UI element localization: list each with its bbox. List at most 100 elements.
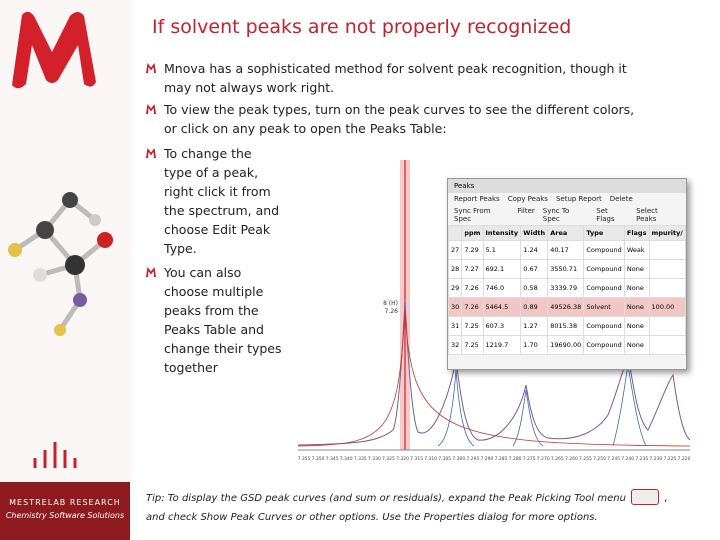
table-cell: 1219.7 [482,335,522,355]
table-cell: 5.1 [482,240,522,260]
axis-label: 7.320 [396,456,409,462]
table-cell: 28 [447,259,463,279]
axis-label: 7.235 [635,456,648,462]
table-cell: 746.0 [482,278,522,298]
table-cell [648,259,687,279]
toolbar: Sync From Spec Filter Sync To Spec Set Flag… [448,205,686,225]
table-cell: Compound [583,278,625,298]
table-cell: Compound [583,240,625,260]
tip-text: Tip: To display the GSD peak curves (and… [146,493,626,504]
table-cell: 0.89 [520,297,549,317]
axis-label: 7.280 [509,456,522,462]
toolbar: Report Peaks Copy Peaks Setup Report Delete [448,193,686,205]
toolbar-button: Sync To Spec [542,207,570,223]
column-header: Flags [623,225,650,241]
column-header: Type [583,225,625,241]
axis-label: 7.345 [326,456,339,462]
table-cell: 692.1 [482,259,522,279]
axis-label: 7.250 [593,456,606,462]
toolbar-button: Filter [517,207,535,215]
column-header: Width [520,225,549,241]
table-cell: None [623,259,650,279]
axis-label: 7.285 [495,456,508,462]
table-row: 31 7.25 607.3 1.27 8015.38 Compound None [447,316,687,336]
table-cell: 40.17 [547,240,585,260]
table-cell: 607.3 [482,316,522,336]
table-cell [648,335,687,355]
table-cell: 3339.79 [547,278,585,298]
column-header: Intensity [482,225,522,241]
table-cell: Compound [583,259,625,279]
table-row: 29 7.26 746.0 0.58 3339.79 Compound None [447,278,687,298]
table-cell: 0.67 [520,259,549,279]
table-cell: Compound [583,335,625,355]
table-cell: 1.24 [520,240,549,260]
table-cell: 49526.38 [547,297,585,317]
peak-label: 8 (H) [383,300,398,307]
table-cell [648,278,687,298]
axis-label: 7.310 [424,456,437,462]
table-cell: 8015.38 [547,316,585,336]
bullet: To change the type of a peak, right clic… [146,144,282,258]
table-cell: None [623,335,650,355]
bullet: Mnova has a sophisticated method for sol… [146,59,644,97]
table-cell: Solvent [583,297,625,317]
brand-name: MESTRELAB RESEARCH [9,498,121,507]
table-cell: 27 [447,240,463,260]
bullet: You can also choose multiple peaks from … [146,263,282,377]
brand-box: MESTRELAB RESEARCH Chemistry Software So… [0,482,130,540]
table-row: 27 7.29 5.1 1.24 40.17 Compound Weak [447,240,687,260]
axis-label: 7.355 [298,456,311,462]
table-row: 30 7.26 5464.5 0.89 49526.38 Solvent None 100.0… [447,297,687,317]
table-cell: 7.25 [461,316,484,336]
table-cell: 1.27 [520,316,549,336]
table-cell: 5464.5 [482,297,522,317]
axis-label: 7.340 [340,456,353,462]
column-header: mpurity/ [648,225,687,241]
axis-label: 7.290 [481,456,494,462]
table-cell [648,316,687,336]
table-cell: None [623,278,650,298]
tip-text: , [664,493,668,504]
table-cell: 32 [447,335,463,355]
axis-label: 7.255 [579,456,592,462]
table-cell: None [623,316,650,336]
table-row: 32 7.25 1219.7 1.70 19690.00 Compound None [447,335,687,355]
table-cell: Weak [623,240,650,260]
axis-label: 7.295 [466,456,479,462]
table-cell: 19690.00 [547,335,585,355]
table-cell [648,240,687,260]
axis-label: 7.335 [354,456,367,462]
toolbar-button: Delete [609,195,633,203]
table-cell: 30 [447,297,463,317]
bullet: To view the peak types, turn on the peak… [146,100,644,138]
toolbar-button: Select Peaks [636,207,658,223]
axis-label: 7.330 [368,456,381,462]
sidebar-art [0,0,132,482]
table-cell: 7.29 [461,240,484,260]
table-cell: 31 [447,316,463,336]
peaks-table: ppm Intensity Width Area Type Flags mpurity/27… [447,225,687,355]
axis-label: 7.265 [551,456,564,462]
table-cell: 7.27 [461,259,484,279]
column-header: ppm [461,225,484,241]
table-cell: 7.26 [461,297,484,317]
tool-icon [631,488,660,505]
peaks-window: Peaks Report Peaks Copy Peaks Setup Report… [447,178,687,370]
table-cell: None [623,297,650,317]
slide-title: If solvent peaks are not properly recogn… [152,16,572,38]
axis-label: 7.325 [382,456,395,462]
axis-label: 7.225 [663,456,676,462]
axis-label: 7.240 [621,456,634,462]
toolbar-button: Report Peaks [454,195,500,203]
column-header: Area [547,225,585,241]
toolbar-button: Set Flags [596,207,615,223]
axis-label: 7.220 [678,456,690,462]
table-cell: 3550.71 [547,259,585,279]
table-cell: 7.26 [461,278,484,298]
table-row: 28 7.27 692.1 0.67 3550.71 Compound None [447,259,687,279]
toolbar-button: Setup Report [555,195,602,203]
tip-text: and check Show Peak Curves or other opti… [146,512,598,523]
axis-label: 7.350 [312,456,325,462]
